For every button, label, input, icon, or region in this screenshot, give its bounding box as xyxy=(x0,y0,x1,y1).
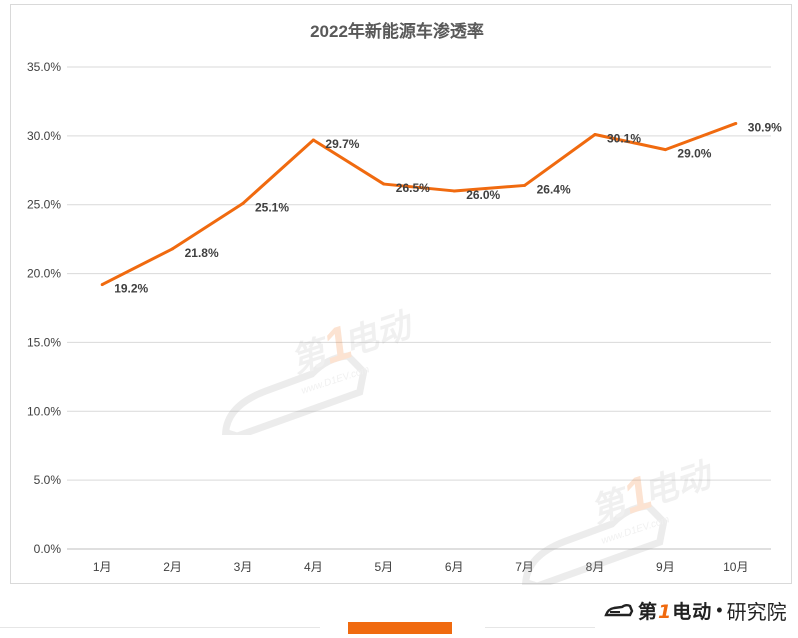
data-label: 19.2% xyxy=(114,282,148,296)
x-tick-label: 7月 xyxy=(515,560,534,574)
chart-frame: 2022年新能源车渗透率 0.0% 5.0% 10.0% 15.0% 20.0% 25.0… xyxy=(10,4,792,585)
footer-divider-right xyxy=(485,627,595,628)
y-tick-label: 15.0% xyxy=(27,335,61,349)
x-tick-label: 8月 xyxy=(586,560,605,574)
footer-accent-bar xyxy=(348,622,452,634)
data-labels: 19.2% 21.8% 25.1% 29.7% 26.5% 26.0% 26.4% 30.1%… xyxy=(114,120,782,295)
x-tick-label: 1月 xyxy=(93,560,112,574)
x-tick-label: 5月 xyxy=(374,560,393,574)
data-point xyxy=(241,201,245,205)
x-tick-label: 9月 xyxy=(656,560,675,574)
data-label: 26.5% xyxy=(396,181,430,195)
y-axis-ticks: 0.0% 5.0% 10.0% 15.0% 20.0% 25.0% 30.0% 35.0% xyxy=(27,60,61,556)
line-chart: 2022年新能源车渗透率 0.0% 5.0% 10.0% 15.0% 20.0% 25.0… xyxy=(27,21,782,574)
car-icon xyxy=(604,604,634,617)
data-point xyxy=(382,182,386,186)
footer-divider-left xyxy=(0,627,320,628)
brand-logo: 第1电动 • 研究院 xyxy=(604,596,787,624)
gridlines xyxy=(67,66,771,550)
y-tick-label: 30.0% xyxy=(27,129,61,143)
x-tick-label: 6月 xyxy=(445,560,464,574)
series-polyline xyxy=(101,122,737,286)
data-label: 30.1% xyxy=(607,131,641,145)
y-tick-label: 10.0% xyxy=(27,404,61,418)
series-line xyxy=(100,121,738,287)
data-label: 21.8% xyxy=(185,246,219,260)
data-label: 29.7% xyxy=(325,137,359,151)
chart-title: 2022年新能源车渗透率 xyxy=(310,21,484,41)
data-point xyxy=(734,121,738,125)
data-point xyxy=(523,183,527,187)
y-tick-label: 20.0% xyxy=(27,267,61,281)
data-point xyxy=(663,148,667,152)
x-tick-label: 4月 xyxy=(304,560,323,574)
data-label: 30.9% xyxy=(748,120,782,134)
x-axis-ticks: 1月 2月 3月 4月 5月 6月 7月 8月 9月 10月 xyxy=(93,560,749,574)
y-tick-label: 35.0% xyxy=(27,60,61,74)
data-label: 26.0% xyxy=(466,188,500,202)
data-label: 29.0% xyxy=(677,147,711,161)
data-point xyxy=(593,132,597,136)
y-tick-label: 0.0% xyxy=(34,542,62,556)
data-point xyxy=(100,283,104,287)
data-label: 25.1% xyxy=(255,200,289,214)
data-point xyxy=(452,189,456,193)
data-point xyxy=(311,138,315,142)
data-point xyxy=(171,247,175,251)
brand-name: 第1电动 xyxy=(638,600,713,623)
data-label: 26.4% xyxy=(537,182,571,196)
brand-subtitle: 研究院 xyxy=(726,599,787,624)
y-tick-label: 25.0% xyxy=(27,198,61,212)
x-tick-label: 10月 xyxy=(723,560,748,574)
x-tick-label: 3月 xyxy=(234,560,253,574)
y-tick-label: 5.0% xyxy=(34,473,62,487)
x-tick-label: 2月 xyxy=(163,560,182,574)
brand-separator: • xyxy=(716,599,723,620)
